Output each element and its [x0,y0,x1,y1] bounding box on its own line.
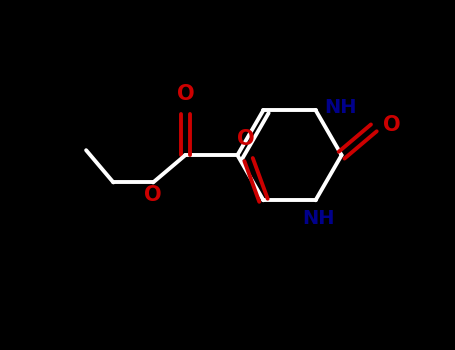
Text: NH: NH [302,209,334,228]
Text: O: O [177,84,194,104]
Text: O: O [144,185,162,205]
Text: O: O [383,116,400,135]
Text: O: O [238,129,255,149]
Text: NH: NH [324,98,357,117]
